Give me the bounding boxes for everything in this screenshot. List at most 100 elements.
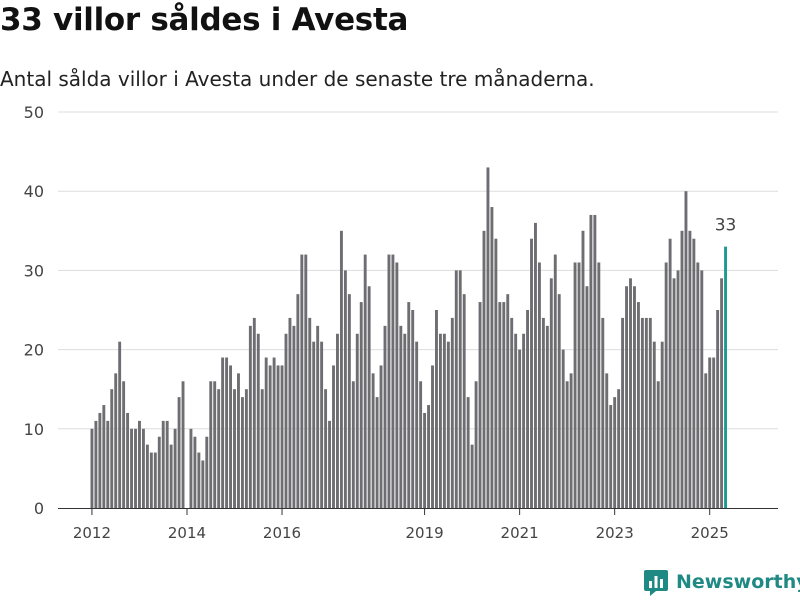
bar	[90, 428, 94, 508]
brand-name: Newsworthy	[676, 571, 800, 593]
bar	[260, 389, 264, 508]
bar	[126, 412, 130, 508]
bar	[589, 214, 593, 508]
bar	[355, 333, 359, 508]
bar	[557, 294, 561, 508]
bar	[264, 357, 268, 508]
bar	[427, 405, 430, 508]
bar	[565, 381, 569, 508]
bar	[205, 436, 209, 508]
bar	[324, 389, 328, 508]
bar	[153, 452, 157, 508]
bar	[478, 302, 482, 508]
bar	[446, 341, 450, 508]
bar	[110, 389, 114, 508]
bar	[633, 286, 636, 508]
bar	[371, 373, 375, 508]
bar	[161, 420, 165, 508]
chart-title: 33 villor såldes i Avesta	[0, 2, 409, 38]
bar	[450, 317, 454, 508]
bar	[272, 357, 276, 508]
bar	[466, 397, 470, 508]
bar	[506, 294, 510, 508]
bar	[680, 230, 684, 509]
x-tick-label: 2012	[73, 524, 111, 542]
bar	[304, 254, 308, 508]
bar	[522, 333, 526, 508]
bar	[114, 373, 118, 508]
bar	[177, 397, 181, 508]
bar	[688, 230, 692, 509]
bar	[652, 341, 656, 508]
bar	[553, 254, 557, 508]
bar	[391, 254, 395, 508]
bar	[320, 341, 324, 508]
bar	[213, 381, 217, 508]
bar	[708, 357, 712, 508]
bar	[209, 381, 213, 508]
bar	[613, 397, 617, 508]
bar	[605, 373, 609, 508]
bar	[233, 389, 236, 508]
bar	[217, 389, 221, 508]
y-tick-label: 50	[24, 103, 44, 122]
bar	[660, 341, 664, 508]
bar	[98, 412, 102, 508]
bar	[530, 238, 533, 508]
y-tick-label: 10	[24, 420, 44, 439]
bar	[395, 262, 399, 508]
bar	[419, 381, 423, 508]
bar	[435, 310, 438, 508]
bar	[134, 428, 137, 508]
bar	[229, 365, 232, 508]
x-tick-label: 2014	[168, 524, 206, 542]
bar	[704, 373, 708, 508]
bar	[474, 381, 478, 508]
bar	[549, 278, 553, 508]
bar	[193, 436, 197, 508]
bar	[672, 278, 676, 508]
brand[interactable]: Newsworthy	[644, 568, 800, 596]
bar	[514, 333, 518, 508]
bar	[656, 381, 660, 508]
bar	[510, 317, 514, 508]
bar	[625, 286, 628, 508]
bar	[379, 365, 383, 508]
bar	[569, 373, 573, 508]
bar	[225, 357, 229, 508]
bar	[676, 270, 680, 508]
bar	[692, 238, 696, 508]
x-tick-label: 2021	[501, 524, 539, 542]
data-label: 33	[715, 216, 737, 236]
bar	[597, 262, 601, 508]
bar	[486, 167, 490, 508]
bar	[644, 317, 648, 508]
bar	[165, 420, 169, 508]
bar	[593, 214, 597, 508]
bar	[573, 262, 577, 508]
bar	[296, 294, 300, 508]
bar	[482, 230, 486, 509]
bars	[90, 167, 727, 509]
bar	[240, 397, 244, 508]
bar	[712, 357, 716, 508]
bar	[577, 262, 581, 508]
bar	[173, 428, 177, 508]
bar	[684, 191, 688, 508]
bar	[609, 405, 613, 508]
bar	[415, 341, 419, 508]
bar	[534, 222, 537, 508]
bar	[454, 270, 458, 508]
bar	[332, 365, 335, 508]
bar	[197, 452, 201, 508]
bar	[490, 207, 494, 509]
bar	[94, 420, 98, 508]
bar	[316, 325, 320, 508]
bar	[189, 428, 193, 508]
bar	[256, 333, 260, 508]
bar	[502, 302, 506, 508]
bar	[407, 302, 411, 508]
y-tick-label: 40	[24, 182, 44, 201]
y-tick-label: 20	[24, 341, 44, 360]
